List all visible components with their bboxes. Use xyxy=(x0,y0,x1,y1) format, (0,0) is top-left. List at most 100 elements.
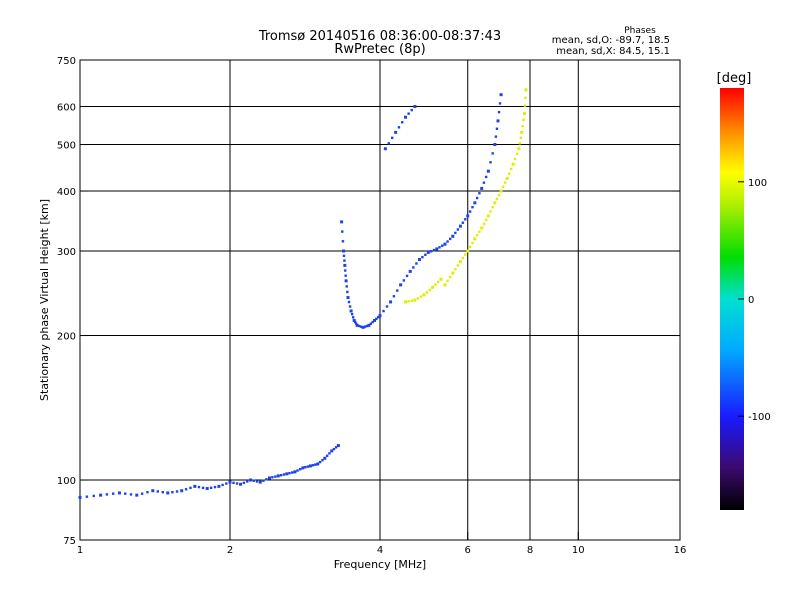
y-tick-label: 200 xyxy=(57,332,76,343)
data-point-o xyxy=(258,480,262,484)
x-tick-label: 2 xyxy=(227,545,233,556)
data-point-o-fill xyxy=(454,231,457,235)
data-point-o xyxy=(308,464,312,468)
data-point-o-fill xyxy=(415,262,418,265)
data-point-o-fill xyxy=(325,454,329,458)
x-tick-label: 4 xyxy=(377,545,383,556)
data-point-o-fill xyxy=(161,490,164,494)
data-point-o-fill xyxy=(342,254,346,258)
data-point-o xyxy=(361,325,365,329)
data-point-o xyxy=(486,169,490,173)
data-point-o-fill xyxy=(365,324,369,328)
data-point-o-fill xyxy=(242,481,246,485)
data-point-o xyxy=(413,105,417,109)
data-point-o-fill xyxy=(175,490,179,493)
data-point-x xyxy=(480,226,484,230)
data-point-o-fill xyxy=(397,126,401,129)
data-point-o-fill xyxy=(387,142,390,145)
data-point-o-fill xyxy=(341,240,345,243)
data-point-x xyxy=(473,237,477,241)
data-point-o-fill xyxy=(314,463,317,466)
data-point-o-fill xyxy=(438,246,441,249)
data-point-o-fill xyxy=(209,486,213,490)
data-point-x-fill xyxy=(497,193,501,197)
data-point-x xyxy=(422,293,426,297)
data-point-x-fill xyxy=(478,230,481,233)
data-point-o xyxy=(349,309,353,313)
data-point-o xyxy=(340,220,344,224)
colorbar-unit-label: [deg] xyxy=(717,71,752,86)
data-point-o xyxy=(496,119,500,123)
data-point-o-fill xyxy=(140,492,144,495)
data-point-x xyxy=(524,88,528,92)
data-point-x-fill xyxy=(428,288,431,292)
data-point-o xyxy=(316,462,320,466)
data-point-x-fill xyxy=(524,96,527,99)
data-point-x-fill xyxy=(436,280,440,284)
data-point-o-fill xyxy=(348,305,352,308)
data-point-x-fill xyxy=(475,234,479,237)
data-point-x-fill xyxy=(501,185,505,189)
phase-stats-o: mean, sd,O: -89.7, 18.5 xyxy=(552,35,670,46)
data-point-o-fill xyxy=(344,274,347,277)
data-point-o-fill xyxy=(351,316,355,319)
data-point-o-fill xyxy=(375,317,378,321)
data-point-x-fill xyxy=(515,152,519,156)
data-point-x-fill xyxy=(419,295,423,298)
data-point-o-fill xyxy=(482,181,486,184)
data-point-x-fill xyxy=(503,181,507,184)
data-point-x-fill xyxy=(456,264,460,267)
data-point-x xyxy=(413,298,417,302)
data-point-o-fill xyxy=(407,112,410,115)
chart-title-line2: RwPretec (8p) xyxy=(334,42,425,57)
chart-title-line1: Tromsø 20140516 08:36:00-08:37:43 xyxy=(258,29,501,44)
data-point-x-fill xyxy=(491,205,494,209)
x-axis: 1 2 4 6 8 10 16 xyxy=(77,532,687,556)
data-point-o-fill xyxy=(401,121,404,124)
data-point-o-fill xyxy=(271,476,274,479)
data-point-o-fill xyxy=(385,305,389,308)
data-point-o xyxy=(346,296,350,300)
y-tick-label: 750 xyxy=(57,56,76,67)
data-point-o-fill xyxy=(304,466,307,469)
data-point-o-fill xyxy=(402,279,406,282)
data-point-o-fill xyxy=(464,218,467,221)
data-point-o-fill xyxy=(456,228,460,231)
data-point-x-fill xyxy=(482,222,486,226)
data-point-x xyxy=(486,214,490,218)
data-point-o xyxy=(323,456,327,460)
data-point-o-fill xyxy=(201,486,205,490)
data-point-o xyxy=(408,269,412,273)
data-point-o xyxy=(285,472,289,476)
data-point-o-fill xyxy=(306,465,310,468)
x-tick-label: 6 xyxy=(465,545,471,556)
colorbar-tick-label: 100 xyxy=(748,178,767,189)
data-point-x xyxy=(439,277,443,281)
data-point-o xyxy=(166,491,170,495)
data-point-o xyxy=(458,224,462,228)
data-point-o xyxy=(355,323,359,327)
data-point-o-fill xyxy=(498,102,502,105)
data-point-o-fill xyxy=(346,290,349,294)
data-point-o xyxy=(193,484,197,488)
phase-stats-title: Phases xyxy=(624,26,656,36)
data-point-o-fill xyxy=(328,452,331,455)
data-point-o xyxy=(117,491,121,495)
data-point-x-fill xyxy=(521,124,524,128)
data-points xyxy=(78,88,528,499)
data-point-o-fill xyxy=(371,320,374,324)
x-tick-label: 16 xyxy=(674,545,687,556)
colorbar-tick-label: -100 xyxy=(748,412,771,423)
data-point-x xyxy=(523,112,527,116)
data-point-o xyxy=(389,300,393,304)
grid-lines xyxy=(80,60,680,540)
data-point-o-fill xyxy=(429,250,433,253)
data-point-x xyxy=(443,283,447,287)
data-point-o-fill xyxy=(156,490,159,493)
data-point-o-fill xyxy=(213,485,217,489)
data-point-o-fill xyxy=(363,325,367,328)
x-axis-label: Frequency [MHz] xyxy=(334,558,426,571)
data-point-o-fill xyxy=(225,482,228,485)
data-point-x xyxy=(499,189,503,193)
